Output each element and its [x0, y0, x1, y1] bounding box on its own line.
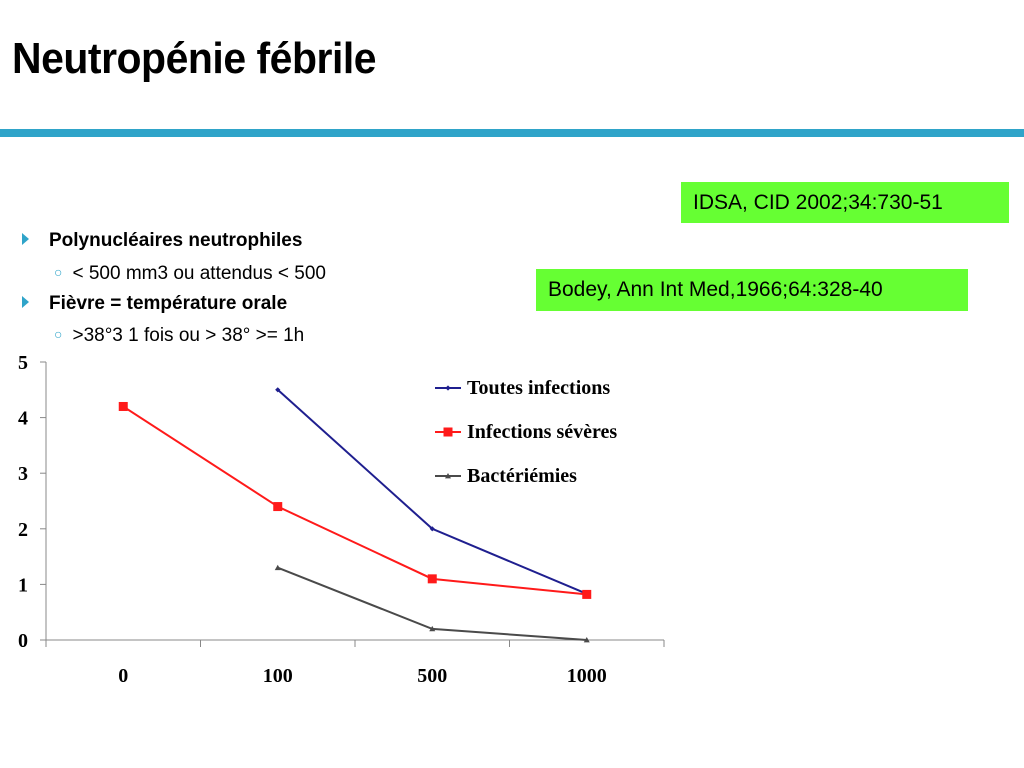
- y-tick-label: 4: [18, 408, 28, 430]
- y-tick-label: 0: [18, 630, 28, 652]
- diamond-marker: [445, 385, 451, 391]
- square-marker: [273, 502, 283, 512]
- series-1: [118, 401, 592, 599]
- reference-idsa: IDSA, CID 2002;34:730-51: [681, 182, 1009, 223]
- bullet-text: >38°3 1 fois ou > 38° >= 1h: [72, 325, 305, 346]
- square-marker: [427, 574, 437, 584]
- legend-label: Bactériémies: [467, 465, 577, 487]
- chart-legend: Toutes infections Infections sévères Bacté…: [435, 377, 617, 487]
- bullet-subitem-threshold: ○ < 500 mm3 ou attendus < 500: [54, 263, 326, 285]
- legend-entry-2: Bactériémies: [435, 465, 577, 487]
- x-tick-label: 500: [417, 665, 447, 687]
- line-chart: 0 1 2 3 4 5 0 100 500 1000 Toutes infections Infec…: [18, 352, 665, 687]
- chart-series: [118, 387, 592, 643]
- bullet-ring-icon: ○: [54, 326, 63, 342]
- legend-entry-1: Infections sévères: [435, 421, 617, 443]
- bullet-subitem-temperature: ○ >38°3 1 fois ou > 38° >= 1h: [54, 325, 304, 347]
- bullet-item-fievre: Fièvre = température orale: [22, 293, 287, 315]
- y-tick-label: 5: [18, 352, 28, 374]
- x-tick-label: 100: [263, 665, 293, 687]
- legend-entry-0: Toutes infections: [435, 377, 610, 399]
- y-tick-label: 2: [18, 519, 28, 541]
- triangle-marker: [274, 564, 281, 571]
- legend-label: Infections sévères: [467, 421, 617, 443]
- series-0: [275, 387, 590, 597]
- diamond-marker: [429, 526, 435, 532]
- bullet-text: Polynucléaires neutrophiles: [49, 230, 303, 251]
- x-tick-label: 0: [118, 665, 128, 687]
- bullet-item-neutrophiles: Polynucléaires neutrophiles: [22, 230, 302, 252]
- series-2: [274, 564, 590, 643]
- x-tick-label: 1000: [567, 665, 607, 687]
- reference-bodey: Bodey, Ann Int Med,1966;64:328-40: [536, 269, 968, 311]
- diamond-marker: [275, 387, 281, 393]
- bullet-ring-icon: ○: [54, 264, 63, 280]
- bullet-text: Fièvre = température orale: [49, 293, 288, 314]
- y-tick-label: 1: [18, 574, 28, 596]
- bullet-arrow-icon: [22, 296, 29, 308]
- series-line: [122, 405, 587, 596]
- square-marker: [443, 427, 453, 437]
- title-divider: [0, 129, 1024, 137]
- chart-axes: 0 1 2 3 4 5 0 100 500 1000: [18, 352, 665, 687]
- bullet-arrow-icon: [22, 233, 29, 245]
- y-tick-label: 3: [18, 463, 28, 485]
- triangle-marker: [445, 473, 451, 479]
- triangle-marker: [583, 637, 590, 643]
- triangle-marker: [429, 625, 436, 632]
- square-marker: [582, 589, 592, 599]
- legend-label: Toutes infections: [467, 377, 610, 399]
- page-title: Neutropénie fébrile: [12, 34, 377, 83]
- square-marker: [118, 401, 128, 411]
- bullet-text: < 500 mm3 ou attendus < 500: [72, 263, 326, 284]
